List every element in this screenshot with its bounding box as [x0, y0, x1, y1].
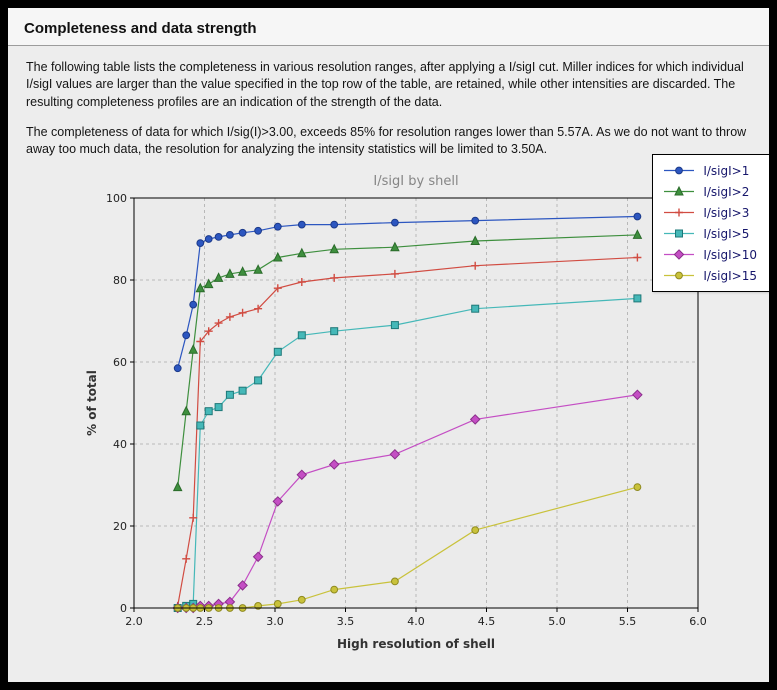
legend-label: I/sigI>3 — [703, 205, 750, 220]
description-paragraph-1: The following table lists the completene… — [26, 60, 744, 109]
completeness-chart: 2.0 2.5 3.0 3.5 4.0 4.5 5.0 5.5 6.0 0 20 40 60 80 100 I… — [78, 154, 769, 670]
svg-text:5.0: 5.0 — [548, 615, 566, 628]
legend-label: I/sigI>2 — [703, 184, 750, 199]
svg-text:I/sigI by shell: I/sigI by shell — [373, 174, 458, 189]
svg-text:5.5: 5.5 — [619, 615, 637, 628]
svg-text:40: 40 — [113, 438, 127, 451]
legend-square-sample-icon — [664, 229, 695, 238]
svg-text:20: 20 — [113, 520, 127, 533]
legend-diamond-sample-icon — [664, 249, 695, 261]
svg-text:6.0: 6.0 — [689, 615, 707, 628]
chart-legend: I/sigI>1 I/sigI>2 I/sigI>3 I/sigI>5 I/sigI>1… — [652, 154, 769, 293]
legend-item: I/sigI>1 — [663, 162, 757, 179]
svg-text:80: 80 — [113, 274, 127, 287]
svg-text:High resolution of shell: High resolution of shell — [337, 637, 495, 651]
legend-item: I/sigI>10 — [663, 246, 757, 263]
legend-item: I/sigI>2 — [663, 183, 757, 200]
legend-circle-sample-icon — [664, 166, 695, 175]
legend-plus-sample-icon — [664, 208, 695, 217]
legend-triangle-sample-icon — [664, 186, 695, 196]
svg-text:3.0: 3.0 — [266, 615, 284, 628]
chart-canvas: 2.0 2.5 3.0 3.5 4.0 4.5 5.0 5.5 6.0 0 20 40 60 80 100 I… — [85, 174, 707, 651]
svg-text:2.0: 2.0 — [125, 615, 143, 628]
legend-item: I/sigI>15 — [663, 267, 757, 284]
svg-text:2.5: 2.5 — [196, 615, 214, 628]
svg-text:4.0: 4.0 — [407, 615, 425, 628]
svg-text:100: 100 — [106, 192, 127, 205]
legend-item: I/sigI>5 — [663, 225, 757, 242]
svg-text:3.5: 3.5 — [337, 615, 355, 628]
panel-header: Completeness and data strength — [8, 8, 769, 45]
legend-label: I/sigI>15 — [703, 268, 757, 283]
header-divider — [8, 45, 769, 46]
svg-text:% of total: % of total — [85, 370, 99, 436]
svg-text:0: 0 — [120, 602, 127, 615]
svg-text:60: 60 — [113, 356, 127, 369]
legend-circle-sample-icon — [664, 271, 695, 280]
legend-label: I/sigI>5 — [703, 226, 750, 241]
page-title: Completeness and data strength — [24, 20, 257, 37]
description-paragraph-2: The completeness of data for which I/sig… — [26, 124, 747, 156]
legend-label: I/sigI>1 — [703, 163, 750, 178]
legend-item: I/sigI>3 — [663, 204, 757, 221]
completeness-panel: Completeness and data strength The follo… — [8, 8, 769, 682]
svg-text:4.5: 4.5 — [478, 615, 496, 628]
legend-label: I/sigI>10 — [703, 247, 757, 262]
